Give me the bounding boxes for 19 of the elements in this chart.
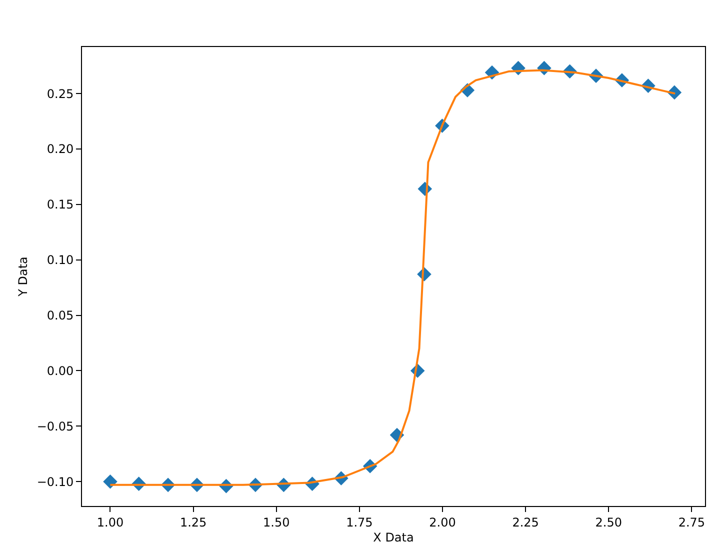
x-axis-title: X Data bbox=[373, 530, 414, 544]
x-tick-label: 1.00 bbox=[96, 515, 124, 530]
y-tick-label: −0.05 bbox=[36, 419, 74, 434]
y-tick-label: 0.25 bbox=[46, 86, 74, 101]
y-tick-label: 0.10 bbox=[46, 253, 74, 268]
x-tick-label: 2.25 bbox=[512, 515, 539, 530]
y-tick-label: 0.15 bbox=[46, 198, 74, 212]
x-tick-label: 2.50 bbox=[595, 515, 622, 530]
y-tick-label: 0.20 bbox=[46, 142, 74, 156]
y-tick-label: 0.00 bbox=[46, 364, 74, 378]
x-tick-label: 1.50 bbox=[263, 515, 290, 530]
x-tick-label: 1.75 bbox=[346, 515, 373, 530]
y-tick-label: −0.10 bbox=[36, 474, 74, 489]
point bbox=[103, 474, 118, 489]
x-tick-label: 2.75 bbox=[678, 515, 706, 530]
x-tick-label: 1.25 bbox=[180, 515, 207, 530]
y-tick-label: 0.05 bbox=[46, 308, 74, 322]
x-tick-label: 2.00 bbox=[429, 515, 456, 530]
y-axis-title: Y Data bbox=[16, 256, 30, 298]
